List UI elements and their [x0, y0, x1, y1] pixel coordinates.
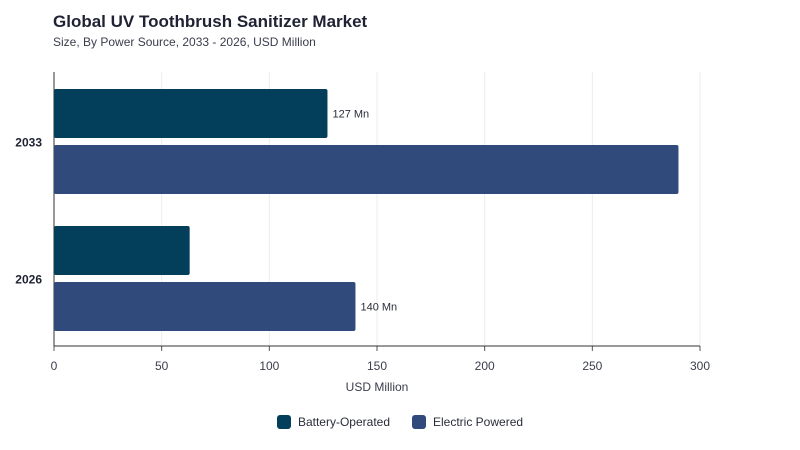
x-tick-label: 50: [155, 359, 169, 373]
legend-swatch: [276, 415, 291, 429]
bar-battery-operated-2026: [54, 226, 190, 275]
x-tick-label: 200: [475, 359, 495, 373]
legend-item: Battery-Operated: [276, 415, 390, 429]
chart-title: Global UV Toothbrush Sanitizer Market: [53, 12, 368, 31]
legend-label: Electric Powered: [433, 415, 524, 429]
x-tick-label: 250: [582, 359, 602, 373]
bar-electric-powered-2033: [54, 145, 679, 194]
x-axis-label: USD Million: [346, 380, 409, 394]
bar-chart: 0 50 100 150 200 250 300 USD Million 127 Mn 2033 1…: [15, 72, 710, 394]
x-tick-label: 0: [51, 359, 58, 373]
data-label: 127 Mn: [332, 109, 369, 121]
x-tick-label: 150: [367, 359, 387, 373]
chart-legend: Battery-Operated Electric Powered: [0, 415, 800, 429]
legend-swatch: [412, 415, 426, 429]
bar-battery-operated-2033: [54, 89, 328, 138]
y-category-label: 2033: [15, 136, 42, 150]
legend-label: Battery-Operated: [297, 415, 390, 429]
chart-subtitle: Size, By Power Source, 2033 - 2026, USD …: [53, 35, 316, 49]
x-tick-label: 300: [690, 359, 710, 373]
x-tick-label: 100: [259, 359, 279, 373]
data-label: 140 Mn: [360, 302, 397, 314]
bar-electric-powered-2026: [54, 282, 356, 331]
y-category-label: 2026: [15, 273, 42, 287]
legend-item: Electric Powered: [412, 415, 523, 429]
